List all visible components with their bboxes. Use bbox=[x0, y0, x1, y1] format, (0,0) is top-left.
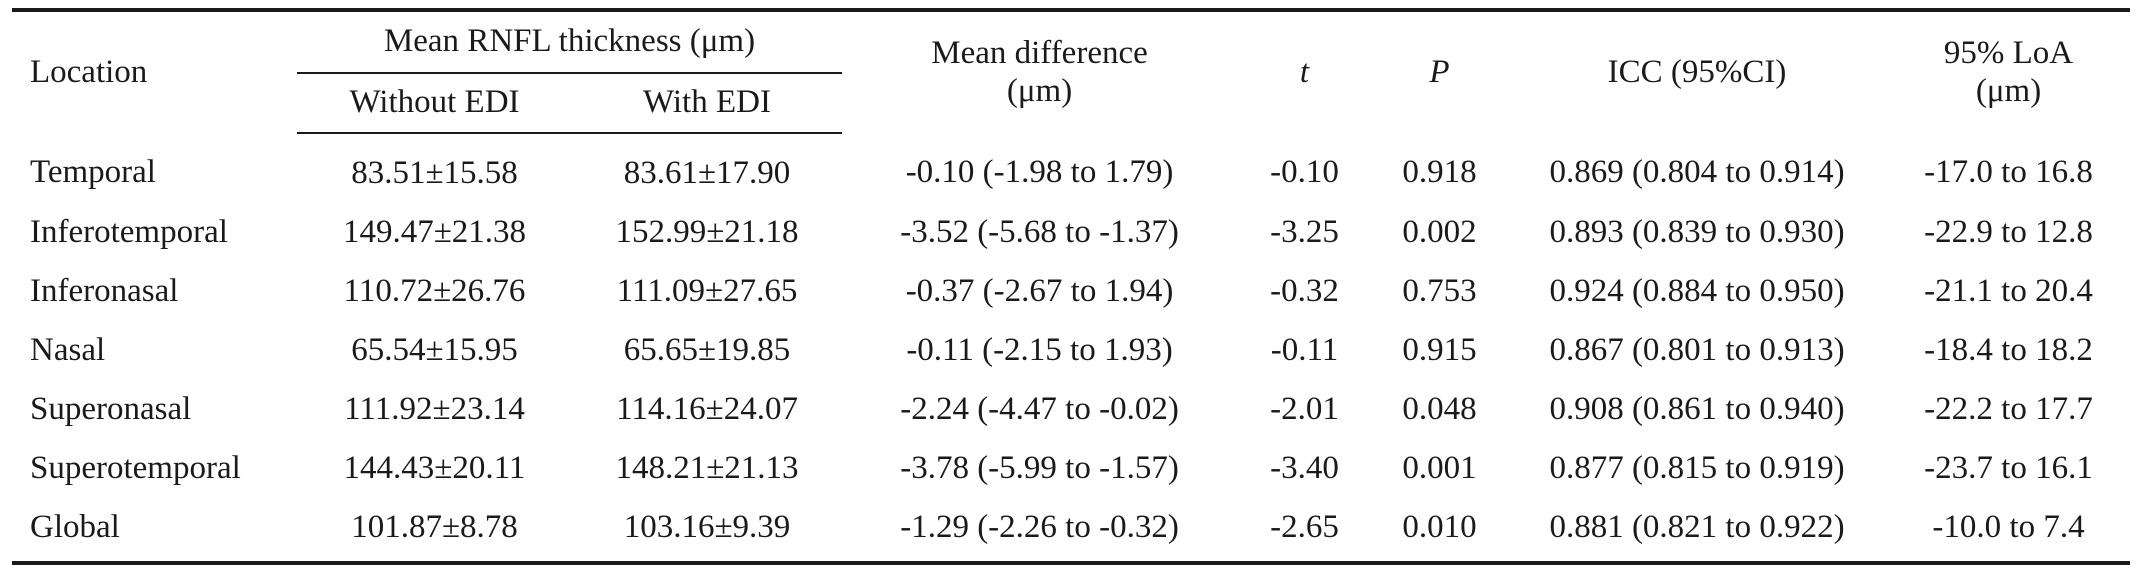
cell-location: Temporal bbox=[30, 154, 156, 191]
header-loa: 95% LoA (μm) bbox=[1887, 8, 2131, 133]
cell-loa: -22.2 to 17.7 bbox=[1924, 390, 2093, 427]
header-loa-line2: (μm) bbox=[1975, 72, 2042, 109]
cell-p: 0.753 bbox=[1402, 272, 1477, 309]
header-icc: ICC (95%CI) bbox=[1507, 8, 1888, 133]
cell-mean-difference: -3.78 (-5.99 to -1.57) bbox=[900, 449, 1179, 486]
cell-without-edi: 149.47±21.38 bbox=[342, 213, 527, 250]
table-row: Inferotemporal 149.47±21.38 152.99±21.18 -3… bbox=[12, 203, 2130, 262]
header-loa-line1: 95% LoA bbox=[1943, 34, 2074, 71]
cell-p: 0.915 bbox=[1402, 331, 1477, 368]
cell-with-edi: 65.65±19.85 bbox=[623, 331, 791, 368]
cell-loa: -17.0 to 16.8 bbox=[1924, 154, 2093, 191]
cell-mean-difference: -0.10 (-1.98 to 1.79) bbox=[905, 154, 1174, 191]
cell-without-edi: 83.51±15.58 bbox=[351, 154, 518, 191]
cell-loa: -10.0 to 7.4 bbox=[1887, 498, 2131, 565]
cell-mean-difference: -2.24 (-4.47 to -0.02) bbox=[900, 390, 1179, 427]
rnfl-thickness-table: Location Mean RNFL thickness (μm) Mean d… bbox=[12, 8, 2131, 565]
header-without-edi: Without EDI bbox=[297, 73, 572, 134]
cell-location: Inferonasal bbox=[30, 272, 179, 309]
table-row: Nasal 65.54±15.95 65.65±19.85 -0.11 (-2.15 … bbox=[12, 321, 2130, 380]
table-row: Temporal 83.51±15.58 83.61±17.90 -0.10 (-1.… bbox=[12, 133, 2130, 203]
table-row: Inferonasal 110.72±26.76 111.09±27.65 -0.37… bbox=[12, 262, 2130, 321]
cell-mean-difference: -0.37 (-2.67 to 1.94) bbox=[905, 272, 1174, 309]
header-mean-difference-line2: (μm) bbox=[1006, 72, 1073, 109]
header-mean-difference-line1: Mean difference bbox=[931, 34, 1148, 71]
cell-t: -3.25 bbox=[1270, 213, 1339, 250]
cell-mean-difference: -1.29 (-2.26 to -0.32) bbox=[842, 498, 1238, 565]
cell-without-edi: 110.72±26.76 bbox=[343, 272, 526, 309]
cell-with-edi: 111.09±27.65 bbox=[616, 272, 798, 309]
cell-icc: 0.908 (0.861 to 0.940) bbox=[1549, 390, 1845, 427]
header-mean-difference: Mean difference (μm) bbox=[842, 8, 1238, 133]
cell-loa: -22.9 to 12.8 bbox=[1924, 213, 2093, 250]
cell-with-edi: 152.99±21.18 bbox=[615, 213, 799, 250]
header-with-edi: With EDI bbox=[572, 73, 843, 134]
cell-t: -0.11 bbox=[1270, 331, 1339, 368]
cell-t: -0.32 bbox=[1270, 272, 1339, 309]
table-body: Temporal 83.51±15.58 83.61±17.90 -0.10 (-1.… bbox=[12, 133, 2131, 565]
header-row-top: Location Mean RNFL thickness (μm) Mean d… bbox=[12, 8, 2131, 133]
cell-location: Inferotemporal bbox=[30, 213, 228, 250]
cell-icc: 0.869 (0.804 to 0.914) bbox=[1549, 154, 1845, 191]
cell-loa: -21.1 to 20.4 bbox=[1924, 272, 2093, 309]
cell-p: 0.001 bbox=[1402, 449, 1477, 486]
cell-mean-difference: -3.52 (-5.68 to -1.37) bbox=[900, 213, 1179, 250]
cell-mean-difference: -0.11 (-2.15 to 1.93) bbox=[906, 331, 1173, 368]
cell-t: -3.40 bbox=[1270, 449, 1339, 486]
cell-icc: 0.924 (0.884 to 0.950) bbox=[1549, 272, 1845, 309]
cell-location: Superotemporal bbox=[30, 449, 241, 486]
header-mean-rnfl: Mean RNFL thickness (μm) bbox=[297, 8, 843, 74]
cell-with-edi: 148.21±21.13 bbox=[615, 449, 799, 486]
header-t: t bbox=[1237, 8, 1373, 133]
header-row-bottom: Without EDI With EDI bbox=[12, 73, 2130, 134]
cell-p: 0.010 bbox=[1372, 498, 1508, 565]
cell-icc: 0.867 (0.801 to 0.913) bbox=[1549, 331, 1845, 368]
cell-without-edi: 65.54±15.95 bbox=[351, 331, 518, 368]
cell-with-edi: 83.61±17.90 bbox=[623, 154, 791, 191]
header-p: P bbox=[1372, 8, 1508, 133]
table-row: Superotemporal 144.43±20.11 148.21±21.13 -3… bbox=[12, 439, 2130, 498]
cell-without-edi: 111.92±23.14 bbox=[344, 390, 525, 427]
table-header: Location Mean RNFL thickness (μm) Mean d… bbox=[12, 8, 2131, 134]
cell-t: -2.65 bbox=[1237, 498, 1373, 565]
cell-location: Nasal bbox=[30, 331, 106, 368]
cell-icc: 0.893 (0.839 to 0.930) bbox=[1549, 213, 1845, 250]
table-row: Superonasal 111.92±23.14 114.16±24.07 -2.24… bbox=[12, 380, 2130, 439]
cell-p: 0.918 bbox=[1402, 154, 1477, 191]
cell-t: -0.10 bbox=[1270, 154, 1339, 191]
cell-t: -2.01 bbox=[1270, 390, 1339, 427]
cell-icc: 0.877 (0.815 to 0.919) bbox=[1549, 449, 1845, 486]
cell-with-edi: 114.16±24.07 bbox=[616, 390, 798, 427]
header-location: Location bbox=[12, 8, 297, 133]
cell-p: 0.002 bbox=[1402, 213, 1477, 250]
rnfl-thickness-table-container: Location Mean RNFL thickness (μm) Mean d… bbox=[12, 8, 2131, 565]
cell-p: 0.048 bbox=[1402, 390, 1477, 427]
cell-loa: -18.4 to 18.2 bbox=[1924, 331, 2093, 368]
cell-with-edi: 103.16±9.39 bbox=[572, 498, 843, 565]
table-row: Global 101.87±8.78 103.16±9.39 -1.29 (-2.26… bbox=[12, 498, 2131, 565]
cell-loa: -23.7 to 16.1 bbox=[1924, 449, 2093, 486]
cell-location: Global bbox=[12, 498, 297, 565]
cell-without-edi: 144.43±20.11 bbox=[343, 449, 526, 486]
cell-location: Superonasal bbox=[30, 390, 192, 427]
cell-icc: 0.881 (0.821 to 0.922) bbox=[1507, 498, 1888, 565]
cell-without-edi: 101.87±8.78 bbox=[297, 498, 572, 565]
